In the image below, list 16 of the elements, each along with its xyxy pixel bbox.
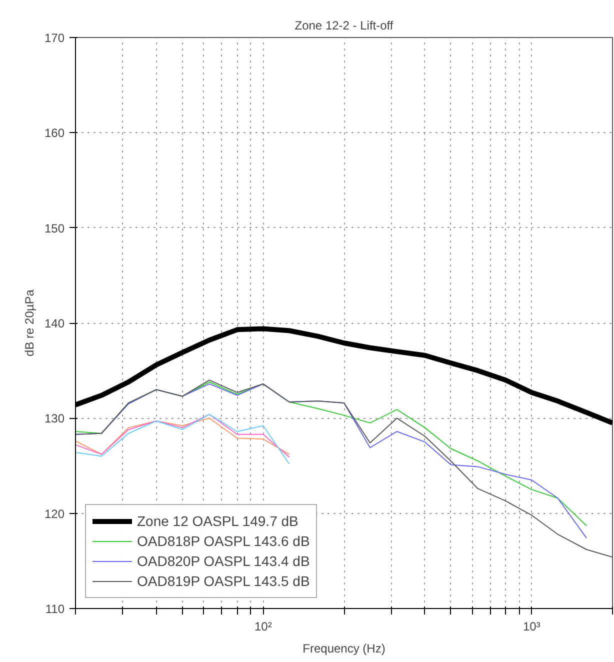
x-axis-title: Frequency (Hz) xyxy=(302,642,386,656)
legend-label: Zone 12 OASPL 149.7 dB xyxy=(137,512,298,530)
y-tick-label: 110 xyxy=(45,602,65,616)
y-tick-label: 140 xyxy=(44,316,65,330)
y-tick-label: 160 xyxy=(44,126,65,140)
y-tick-label: 130 xyxy=(44,412,65,426)
y-tick-label: 120 xyxy=(44,506,65,521)
legend-label: OAD820P OASPL 143.4 dB xyxy=(137,552,310,570)
y-axis-title: dB re 20µPa xyxy=(22,289,36,356)
x-tick-label: 10² xyxy=(254,620,272,634)
y-tick-label: 150 xyxy=(44,221,65,236)
legend-label: OAD819P OASPL 143.5 dB xyxy=(137,572,310,590)
x-tick-label: 10³ xyxy=(523,620,540,634)
y-tick-label: 170 xyxy=(44,31,65,45)
chart-title: Zone 12-2 - Lift-off xyxy=(294,18,394,32)
legend-label: OAD818P OASPL 143.6 dB xyxy=(137,532,310,550)
